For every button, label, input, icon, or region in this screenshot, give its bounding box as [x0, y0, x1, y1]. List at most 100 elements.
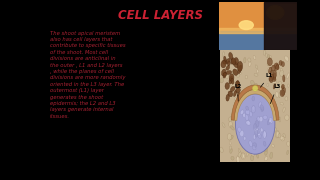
Ellipse shape — [257, 102, 260, 106]
Ellipse shape — [259, 116, 263, 122]
Ellipse shape — [226, 71, 232, 74]
Polygon shape — [231, 85, 279, 120]
Ellipse shape — [223, 72, 226, 78]
Ellipse shape — [248, 96, 252, 102]
Ellipse shape — [254, 127, 258, 132]
Ellipse shape — [236, 156, 238, 161]
Ellipse shape — [222, 52, 224, 57]
Ellipse shape — [221, 60, 226, 68]
Ellipse shape — [245, 75, 247, 79]
Bar — [219, 28, 297, 33]
Ellipse shape — [226, 66, 229, 70]
Ellipse shape — [252, 146, 256, 150]
Ellipse shape — [255, 130, 258, 137]
Ellipse shape — [242, 153, 245, 159]
Ellipse shape — [220, 78, 224, 83]
Text: The shoot apical meristem
also has cell layers that
contribute to specific tissu: The shoot apical meristem also has cell … — [50, 31, 125, 119]
Ellipse shape — [257, 116, 260, 121]
Ellipse shape — [247, 120, 250, 125]
Ellipse shape — [234, 91, 236, 96]
Bar — [219, 31, 297, 50]
Ellipse shape — [281, 136, 284, 141]
Ellipse shape — [230, 126, 234, 130]
Ellipse shape — [228, 117, 232, 121]
Ellipse shape — [255, 131, 257, 135]
Ellipse shape — [251, 151, 254, 156]
Ellipse shape — [230, 148, 232, 153]
Ellipse shape — [261, 107, 263, 112]
Ellipse shape — [246, 151, 249, 156]
Ellipse shape — [230, 86, 235, 92]
Ellipse shape — [243, 113, 245, 118]
Ellipse shape — [240, 72, 241, 74]
Ellipse shape — [252, 118, 256, 124]
Ellipse shape — [249, 62, 251, 66]
Ellipse shape — [241, 153, 245, 158]
Ellipse shape — [282, 84, 284, 89]
Ellipse shape — [231, 59, 234, 64]
Ellipse shape — [233, 61, 238, 68]
Ellipse shape — [268, 107, 270, 109]
Ellipse shape — [240, 110, 244, 114]
Ellipse shape — [225, 74, 228, 79]
Ellipse shape — [238, 148, 240, 152]
Ellipse shape — [252, 127, 255, 133]
Ellipse shape — [262, 92, 265, 96]
Ellipse shape — [229, 141, 231, 145]
Ellipse shape — [263, 131, 267, 136]
Ellipse shape — [269, 118, 273, 123]
Ellipse shape — [255, 65, 258, 69]
Ellipse shape — [255, 121, 259, 127]
Ellipse shape — [252, 96, 255, 101]
Ellipse shape — [240, 130, 244, 137]
Ellipse shape — [229, 76, 233, 84]
Ellipse shape — [267, 63, 270, 66]
Ellipse shape — [244, 57, 246, 63]
Ellipse shape — [252, 106, 255, 113]
Ellipse shape — [259, 102, 261, 107]
Ellipse shape — [233, 69, 238, 75]
Ellipse shape — [229, 53, 233, 60]
Ellipse shape — [273, 84, 276, 89]
Ellipse shape — [278, 81, 282, 88]
Ellipse shape — [261, 114, 264, 119]
Ellipse shape — [266, 53, 268, 58]
Ellipse shape — [280, 102, 284, 105]
Ellipse shape — [237, 61, 243, 71]
Circle shape — [239, 21, 253, 30]
Ellipse shape — [287, 150, 289, 155]
Ellipse shape — [254, 73, 258, 76]
Ellipse shape — [283, 75, 286, 77]
Ellipse shape — [233, 60, 237, 63]
Ellipse shape — [226, 58, 230, 64]
Ellipse shape — [244, 137, 246, 140]
Ellipse shape — [263, 50, 266, 55]
Ellipse shape — [285, 115, 289, 120]
Ellipse shape — [252, 88, 256, 91]
Ellipse shape — [237, 93, 241, 98]
Ellipse shape — [222, 123, 225, 127]
Ellipse shape — [280, 136, 283, 140]
Ellipse shape — [254, 83, 258, 89]
Ellipse shape — [286, 73, 290, 79]
Ellipse shape — [264, 145, 268, 151]
Ellipse shape — [263, 141, 266, 146]
Ellipse shape — [269, 119, 271, 123]
Ellipse shape — [271, 116, 276, 119]
Ellipse shape — [283, 134, 286, 138]
Ellipse shape — [232, 70, 236, 75]
Ellipse shape — [253, 124, 257, 130]
Ellipse shape — [253, 134, 256, 139]
Ellipse shape — [270, 67, 274, 72]
Ellipse shape — [258, 150, 260, 154]
Ellipse shape — [228, 61, 230, 66]
Ellipse shape — [266, 112, 269, 117]
Ellipse shape — [256, 117, 260, 123]
Ellipse shape — [220, 147, 223, 153]
Ellipse shape — [238, 127, 241, 132]
Ellipse shape — [246, 121, 251, 125]
Ellipse shape — [231, 82, 235, 87]
Ellipse shape — [270, 56, 272, 58]
Ellipse shape — [236, 104, 239, 111]
Ellipse shape — [268, 67, 272, 74]
